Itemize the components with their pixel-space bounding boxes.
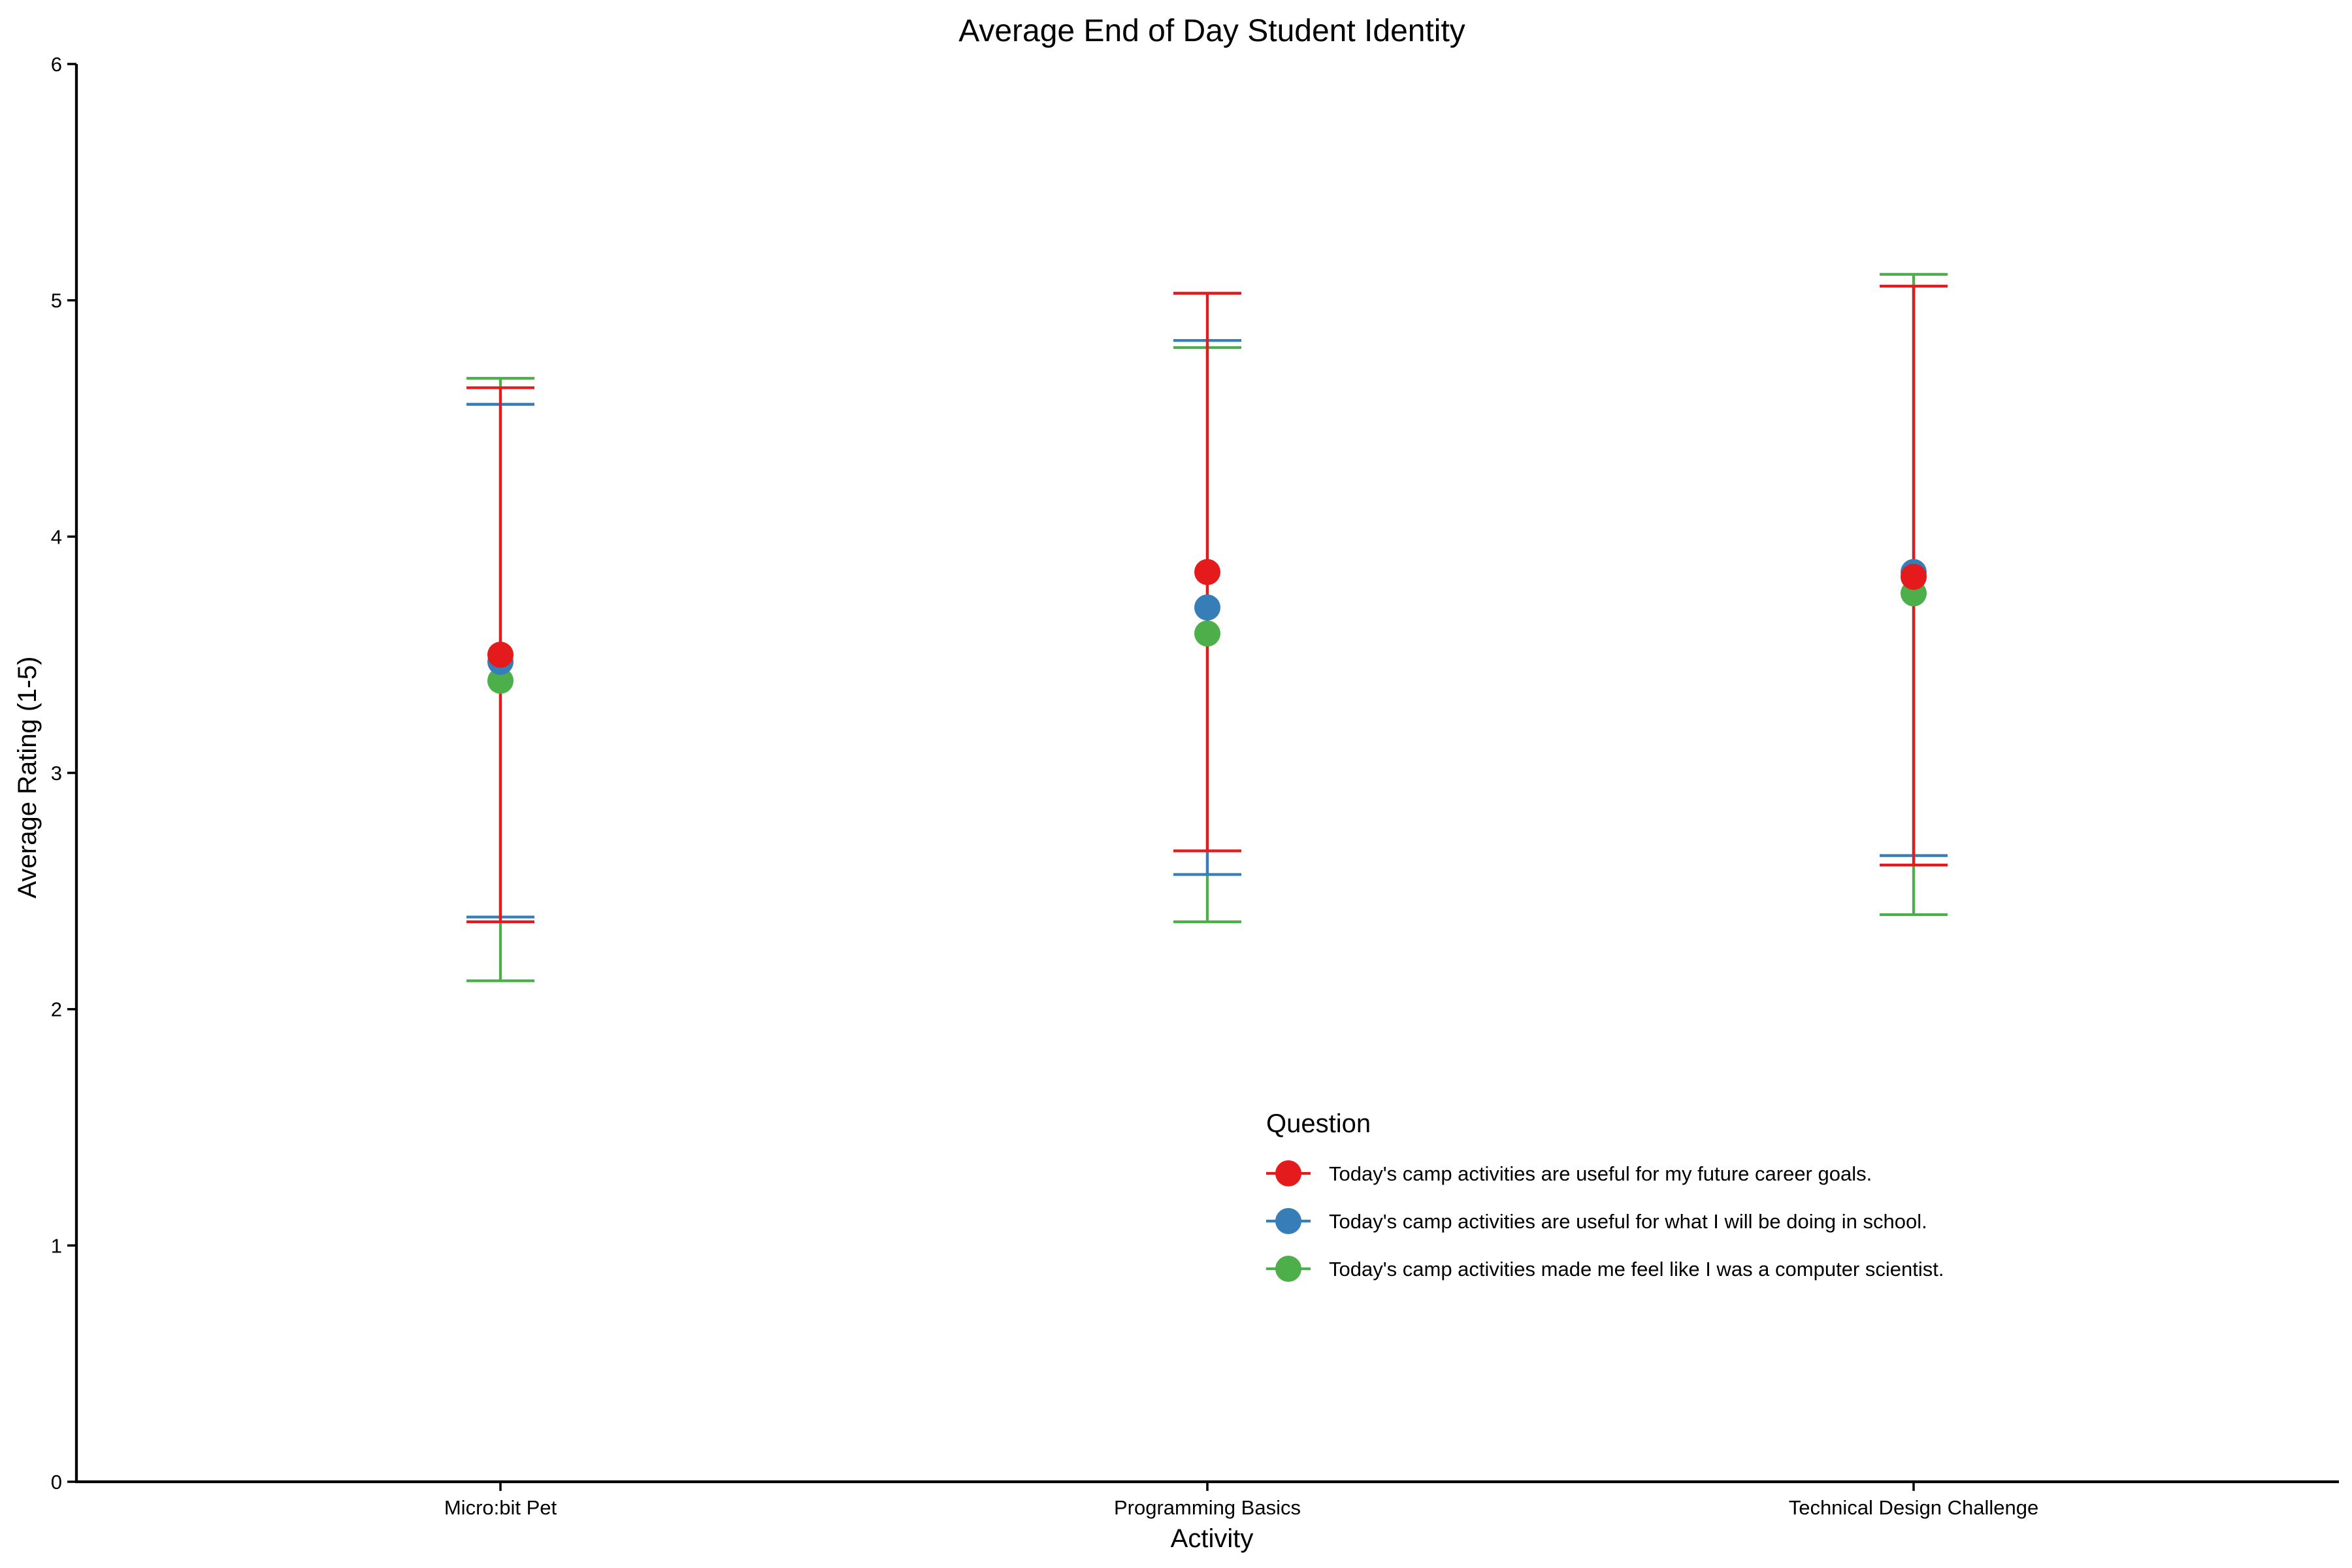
mean-point — [487, 642, 514, 668]
mean-point — [1901, 563, 1927, 590]
y-tick-label: 2 — [51, 998, 62, 1021]
legend-key-point — [1275, 1208, 1301, 1234]
y-axis-title: Average Rating (1-5) — [13, 657, 42, 899]
legend-title: Question — [1266, 1109, 1371, 1138]
legend-label: Today's camp activities are useful for w… — [1329, 1210, 1927, 1233]
mean-point — [1194, 620, 1220, 647]
x-tick-label: Technical Design Challenge — [1789, 1496, 2039, 1519]
y-tick-label: 0 — [51, 1471, 62, 1494]
x-tick-label: Micro:bit Pet — [444, 1496, 557, 1519]
y-tick-label: 1 — [51, 1234, 62, 1257]
legend-key-point — [1275, 1160, 1301, 1186]
mean-point — [1194, 594, 1220, 621]
x-tick-label: Programming Basics — [1114, 1496, 1301, 1519]
legend-label: Today's camp activities are useful for m… — [1329, 1162, 1872, 1185]
y-tick-label: 6 — [51, 53, 62, 76]
legend-key-point — [1275, 1256, 1301, 1282]
x-axis-title: Activity — [1171, 1524, 1254, 1553]
y-tick-label: 4 — [51, 525, 62, 548]
y-tick-label: 3 — [51, 762, 62, 785]
y-tick-label: 5 — [51, 289, 62, 312]
mean-point — [487, 667, 514, 694]
legend: Question Today's camp activities are use… — [1266, 1109, 1944, 1282]
mean-point — [1194, 559, 1220, 585]
legend-label: Today's camp activities made me feel lik… — [1329, 1258, 1944, 1281]
chart-title: Average End of Day Student Identity — [958, 14, 1465, 48]
plot-area: 0 1 2 3 4 5 6 Micro:bit Pet Programming Basics Te… — [51, 53, 2339, 1519]
